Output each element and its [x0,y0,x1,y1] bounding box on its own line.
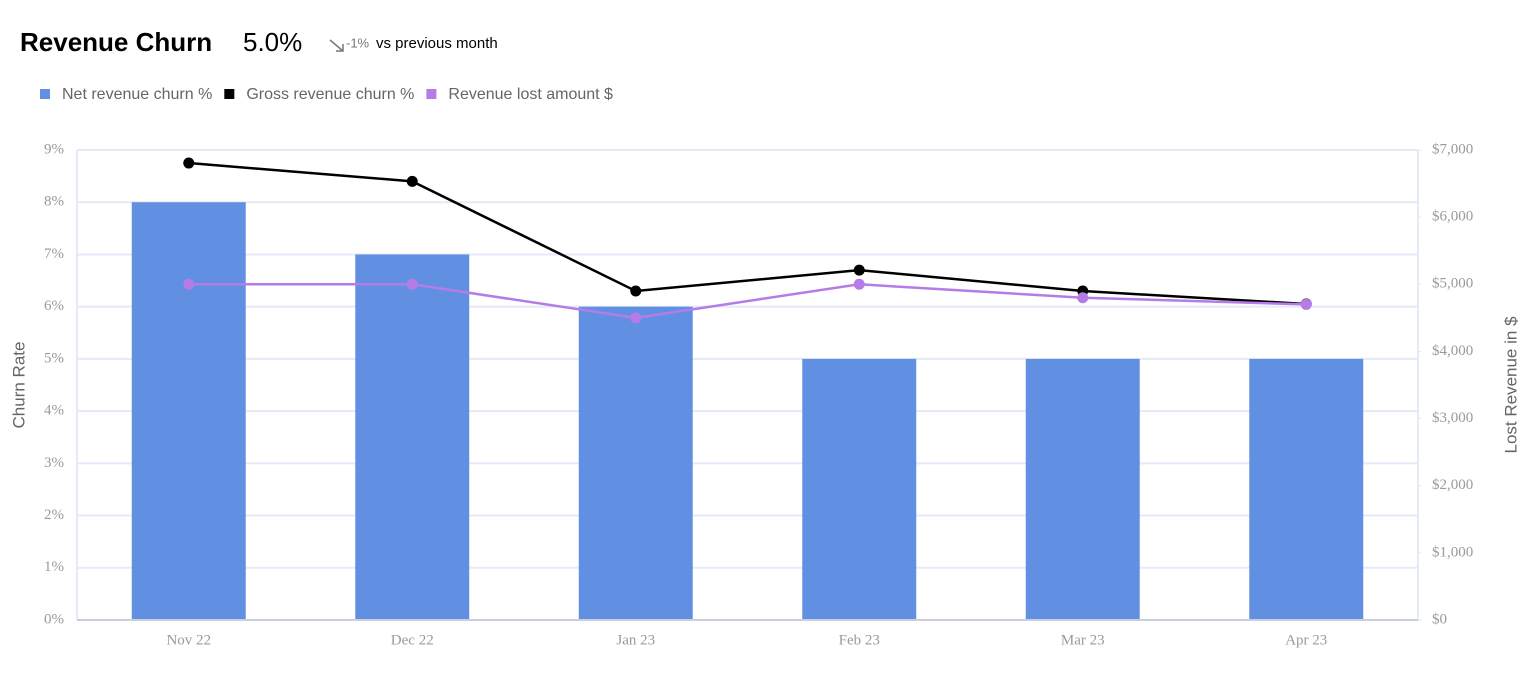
y-tick-label: 3% [44,455,64,471]
line-point [183,157,195,169]
bar [578,306,693,620]
legend-label: Revenue lost amount $ [448,86,613,103]
y-tick-label: 7% [44,246,64,262]
y2-axis-title: Lost Revenue in $ [1501,316,1520,454]
x-tick-label: Jan 23 [616,632,655,648]
trend-arrow [329,39,344,52]
title: Revenue Churn [20,27,212,57]
y-tick-label: 2% [44,507,64,523]
y2-tick-label: $6,000 [1432,209,1473,225]
y2-tick-label: $0 [1432,611,1447,627]
line-point [183,278,195,290]
y2-tick-label: $4,000 [1432,343,1473,359]
kpi-change-label: vs previous month [376,35,498,52]
y2-tick-label: $5,000 [1432,276,1473,292]
line-point [630,285,642,297]
legend-label: Gross revenue churn % [246,86,414,103]
arrow-icon [329,39,344,52]
bar [1249,358,1364,620]
bar [131,202,246,620]
y-tick-label: 8% [44,194,64,210]
bar [802,358,917,620]
x-tick-label: Nov 22 [166,632,211,648]
y-tick-label: 4% [44,403,64,419]
y2-tick-label: $2,000 [1432,477,1473,493]
y-tick-label: 6% [44,298,64,314]
line-point [853,278,865,290]
legend-swatch [40,89,50,99]
legend-swatch [426,89,437,99]
y-tick-label: 5% [44,350,64,366]
line-point [630,312,642,324]
y2-tick-label: $3,000 [1432,410,1473,426]
y-tick-label: 1% [44,559,64,575]
x-tick-label: Mar 23 [1061,632,1105,648]
line-point [1300,298,1312,310]
y-tick-label: 9% [44,141,64,157]
legend-label: Net revenue churn % [62,86,212,103]
kpi-value: 5.0% [243,27,302,57]
y-tick-label: 0% [44,611,64,627]
line-point [853,264,865,276]
y-axis-title: Churn Rate [9,342,28,429]
legend-swatch [224,89,235,99]
line [188,283,1307,320]
line [188,161,1307,306]
y2-tick-label: $7,000 [1432,141,1473,157]
y2-tick-label: $1,000 [1432,544,1473,560]
bar [1025,358,1140,620]
line-point [1077,292,1089,304]
line-point [406,175,418,187]
x-tick-label: Dec 22 [391,632,434,648]
bar [355,254,470,620]
x-tick-label: Apr 23 [1285,632,1327,648]
x-tick-label: Feb 23 [839,632,880,648]
kpi-change: -1% [346,35,370,50]
line-point [406,278,418,290]
